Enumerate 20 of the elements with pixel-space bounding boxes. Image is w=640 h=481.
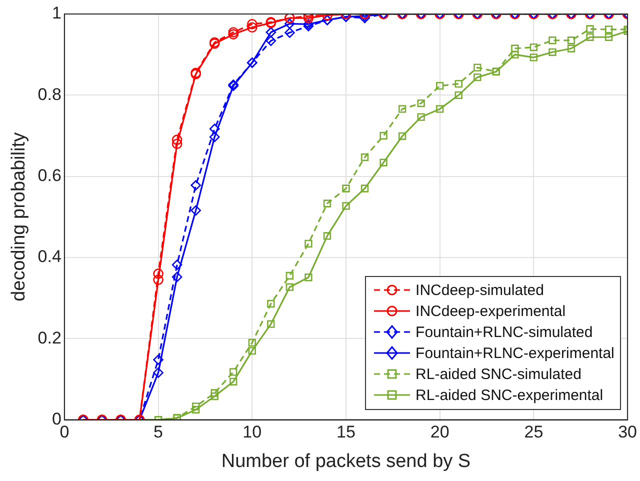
legend-label: Fountain+RLNC-experimental (416, 344, 614, 362)
y-tick-label: 0.4 (38, 247, 62, 266)
legend-label: INCdeep-simulated (416, 282, 544, 299)
x-tick-label: 30 (618, 422, 638, 442)
x-tick-label: 20 (430, 422, 450, 442)
y-tick-label: 0.2 (38, 328, 62, 348)
y-tick-label: 1 (52, 4, 62, 23)
x-tick-label: 25 (524, 422, 544, 442)
y-axis-title: decoding probability (8, 132, 30, 302)
legend-label: INCdeep-experimental (416, 302, 566, 320)
x-tick-label: 10 (242, 422, 262, 442)
legend-label: Fountain+RLNC-simulated (416, 324, 593, 341)
legend-label: RL-aided SNC-experimental (416, 386, 604, 404)
x-tick-label: 15 (336, 422, 356, 442)
y-tick-label: 0.6 (38, 166, 62, 186)
y-tick-label: 0.8 (38, 84, 62, 104)
y-tick-label: 0 (52, 409, 62, 428)
x-axis-title: Number of packets send by S (221, 450, 471, 472)
legend-label: RL-aided SNC-simulated (416, 366, 582, 383)
x-tick-label: 5 (154, 422, 164, 442)
